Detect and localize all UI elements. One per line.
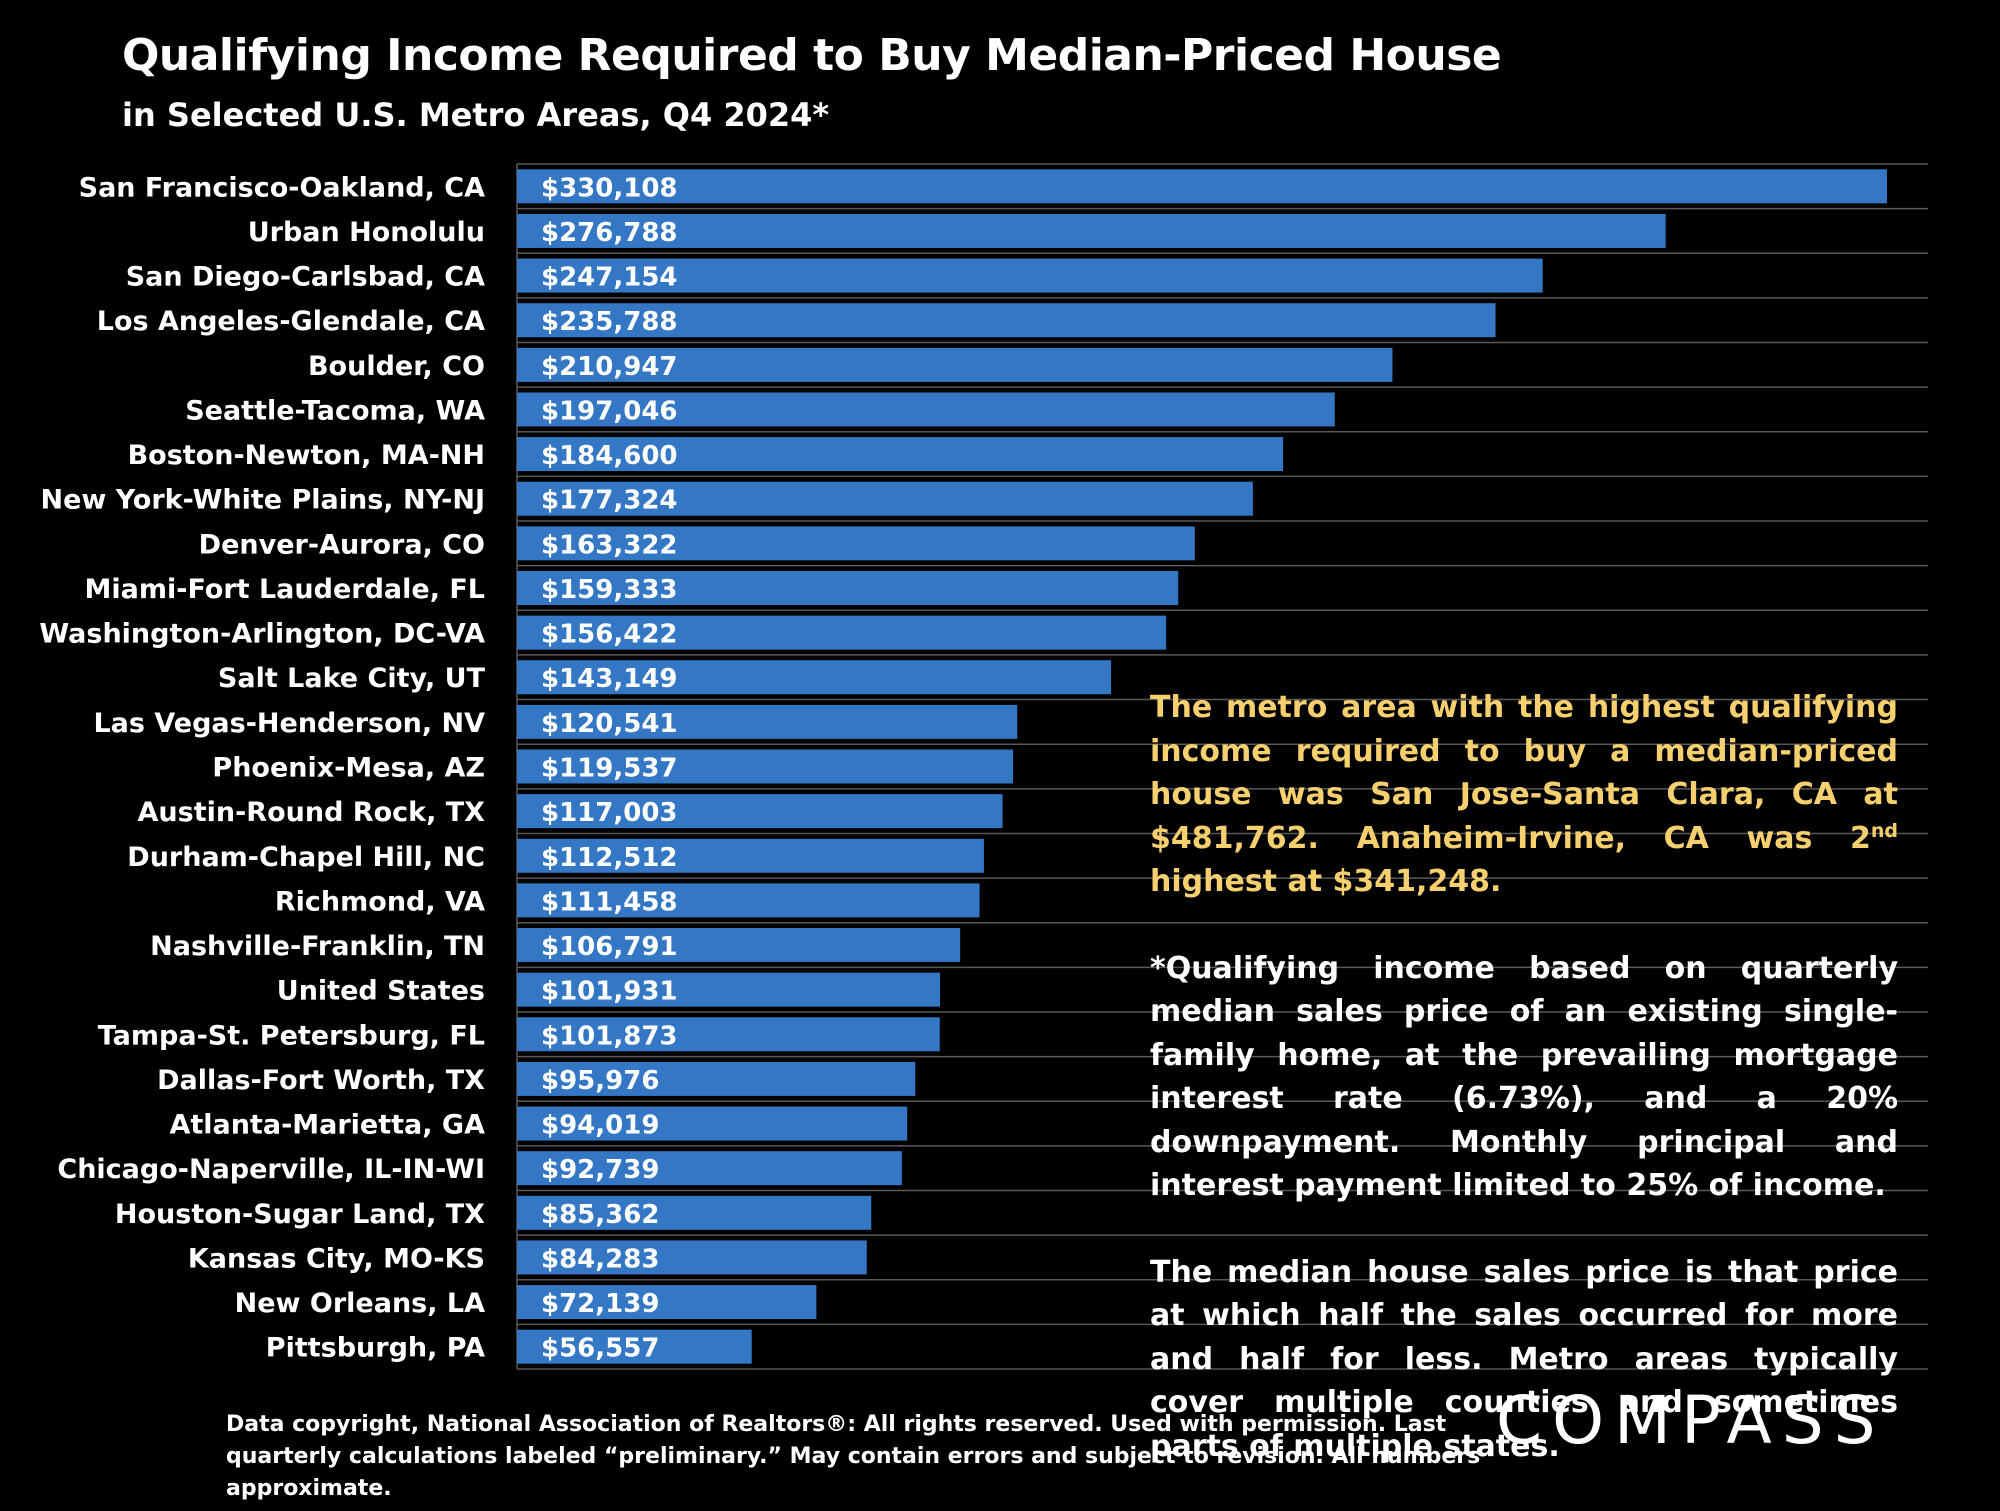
category-label: Salt Lake City, UT	[218, 663, 486, 694]
callout-text: The metro area with the highest qualifyi…	[1150, 686, 1898, 1511]
category-label: Los Angeles-Glendale, CA	[97, 306, 485, 337]
value-label: $111,458	[541, 887, 678, 917]
category-label: San Diego-Carlsbad, CA	[126, 262, 485, 293]
bar	[517, 392, 1335, 427]
bar	[517, 1106, 908, 1141]
value-label: $101,931	[541, 977, 678, 1007]
value-label: $163,322	[541, 530, 678, 560]
bar	[517, 615, 1167, 650]
bar	[517, 347, 1393, 382]
category-label: San Francisco-Oakland, CA	[79, 172, 485, 203]
bar	[517, 481, 1253, 516]
category-label: Pittsburgh, PA	[266, 1333, 485, 1364]
value-label: $84,283	[541, 1244, 659, 1274]
category-label: Houston-Sugar Land, TX	[115, 1199, 485, 1230]
value-label: $117,003	[541, 798, 678, 828]
value-label: $120,541	[541, 709, 678, 739]
category-label: Austin-Round Rock, TX	[138, 797, 486, 828]
value-label: $247,154	[541, 263, 678, 293]
bar	[517, 437, 1284, 472]
copyright-footnote: Data copyright, National Association of …	[226, 1412, 1481, 1501]
highlight-note-post: highest at $341,248.	[1150, 864, 1502, 899]
bar	[517, 749, 1014, 784]
value-label: $159,333	[541, 575, 678, 605]
chart-title: Qualifying Income Required to Buy Median…	[122, 30, 1502, 81]
value-label: $106,791	[541, 932, 678, 962]
bar	[517, 1285, 817, 1320]
value-label: $56,557	[541, 1334, 659, 1364]
chart-subtitle: in Selected U.S. Metro Areas, Q4 2024*	[122, 96, 830, 134]
category-label: Denver-Aurora, CO	[199, 529, 485, 560]
highlight-note: The metro area with the highest qualifyi…	[1150, 686, 1898, 904]
bar	[517, 526, 1195, 561]
bar	[517, 169, 1887, 204]
bar	[517, 1151, 902, 1186]
value-label: $197,046	[541, 396, 678, 426]
bar	[517, 972, 941, 1007]
value-label: $330,108	[541, 173, 678, 203]
value-label: $177,324	[541, 486, 678, 516]
bar	[517, 1017, 940, 1052]
value-label: $119,537	[541, 754, 678, 784]
bar	[517, 570, 1179, 605]
category-label: Washington-Arlington, DC-VA	[39, 619, 485, 650]
category-label: Boulder, CO	[308, 351, 485, 382]
bar	[517, 213, 1666, 248]
bar	[517, 928, 961, 963]
category-label: Richmond, VA	[275, 886, 485, 917]
category-label: New Orleans, LA	[235, 1288, 485, 1319]
category-label: Tampa-St. Petersburg, FL	[98, 1020, 485, 1051]
highlight-note-pre: The metro area with the highest qualifyi…	[1150, 690, 1898, 856]
value-label: $94,019	[541, 1111, 659, 1141]
bar	[517, 1195, 872, 1230]
category-label: Miami-Fort Lauderdale, FL	[85, 574, 485, 605]
category-label: Seattle-Tacoma, WA	[185, 395, 485, 426]
category-label: United States	[277, 976, 485, 1007]
category-label: Atlanta-Marietta, GA	[169, 1110, 485, 1141]
methodology-note: *Qualifying income based on quarterly me…	[1150, 950, 1898, 1204]
category-label: Dallas-Fort Worth, TX	[157, 1065, 485, 1096]
bar	[517, 838, 984, 873]
value-label: $95,976	[541, 1066, 659, 1096]
value-label: $92,739	[541, 1155, 659, 1185]
category-label: Kansas City, MO-KS	[188, 1243, 485, 1274]
bar	[517, 794, 1003, 829]
bar	[517, 258, 1543, 293]
value-label: $235,788	[541, 307, 678, 337]
category-label: New York-White Plains, NY-NJ	[40, 485, 485, 516]
category-label: Nashville-Franklin, TN	[150, 931, 485, 962]
category-label: Chicago-Naperville, IL-IN-WI	[57, 1154, 485, 1185]
compass-logo: COMPASS	[1496, 1382, 1886, 1459]
bar	[517, 303, 1496, 338]
bar	[517, 660, 1112, 695]
bar	[517, 1240, 867, 1275]
bar	[517, 1061, 916, 1096]
category-label: Urban Honolulu	[248, 217, 485, 248]
value-label: $72,139	[541, 1289, 659, 1319]
value-label: $101,873	[541, 1021, 678, 1051]
value-label: $184,600	[541, 441, 678, 471]
category-label: Boston-Newton, MA-NH	[128, 440, 485, 471]
highlight-note-sup: nd	[1870, 819, 1898, 842]
value-label: $210,947	[541, 352, 678, 382]
bar	[517, 883, 980, 918]
value-label: $156,422	[541, 620, 678, 650]
bar	[517, 1329, 752, 1364]
bar	[517, 704, 1018, 739]
value-label: $143,149	[541, 664, 678, 694]
category-label: Phoenix-Mesa, AZ	[212, 753, 485, 784]
category-label: Durham-Chapel Hill, NC	[127, 842, 485, 873]
median-definition-note: The median house sales price is that pri…	[1150, 1254, 1898, 1464]
category-label: Las Vegas-Henderson, NV	[93, 708, 485, 739]
value-label: $276,788	[541, 218, 678, 248]
value-label: $112,512	[541, 843, 678, 873]
value-label: $85,362	[541, 1200, 659, 1230]
bar-chart: San Francisco-Oakland, CA $330,108 Urban H…	[39, 163, 1928, 1370]
